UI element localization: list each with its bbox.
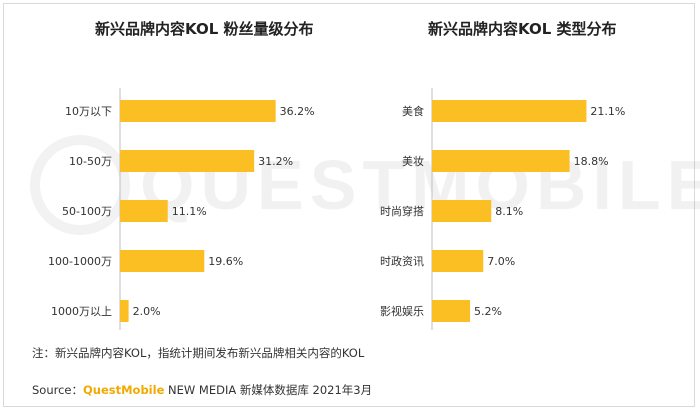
- left-bar-4: [120, 300, 129, 322]
- right-value-label-3: 7.0%: [487, 255, 515, 268]
- right-value-label-1: 18.8%: [574, 155, 609, 168]
- left-bar-1: [120, 150, 255, 172]
- left-category-label-1: 10-50万: [69, 155, 112, 168]
- source-prefix: Source：: [32, 383, 83, 397]
- chart-frame: [3, 3, 695, 407]
- right-value-label-4: 5.2%: [474, 305, 502, 318]
- left-category-label-0: 10万以下: [65, 105, 112, 118]
- left-category-label-2: 50-100万: [62, 205, 112, 218]
- left-value-label-3: 19.6%: [208, 255, 243, 268]
- right-bar-0: [432, 100, 587, 122]
- right-category-label-1: 美妆: [402, 155, 424, 168]
- right-category-label-0: 美食: [402, 104, 424, 118]
- left-value-label-2: 11.1%: [172, 205, 207, 218]
- left-value-label-0: 36.2%: [280, 105, 315, 118]
- footnote: 注：新兴品牌内容KOL，指统计期间发布新兴品牌相关内容的KOL: [32, 346, 365, 360]
- source-rest: NEW MEDIA 新媒体数据库 2021年3月: [164, 383, 373, 397]
- left-value-label-4: 2.0%: [133, 305, 161, 318]
- left-chart-title: 新兴品牌内容KOL 粉丝量级分布: [95, 20, 314, 38]
- source-line: Source：QuestMobile NEW MEDIA 新媒体数据库 2021…: [32, 382, 372, 398]
- right-category-label-4: 影视娱乐: [380, 304, 424, 318]
- right-chart-title: 新兴品牌内容KOL 类型分布: [428, 20, 617, 38]
- right-bar-1: [432, 150, 570, 172]
- left-bar-3: [120, 250, 205, 272]
- right-category-label-2: 时尚穿搭: [380, 204, 424, 218]
- left-bar-2: [120, 200, 168, 222]
- source-brand: QuestMobile: [83, 383, 165, 397]
- right-value-label-2: 8.1%: [495, 205, 523, 218]
- right-bar-3: [432, 250, 484, 272]
- left-category-label-4: 1000万以上: [51, 305, 112, 318]
- left-category-label-3: 100-1000万: [48, 255, 112, 268]
- right-bar-2: [432, 200, 492, 222]
- right-category-label-3: 时政资讯: [380, 254, 424, 268]
- left-bar-0: [120, 100, 276, 122]
- right-value-label-0: 21.1%: [590, 105, 625, 118]
- right-bar-4: [432, 300, 471, 322]
- left-value-label-1: 31.2%: [258, 155, 293, 168]
